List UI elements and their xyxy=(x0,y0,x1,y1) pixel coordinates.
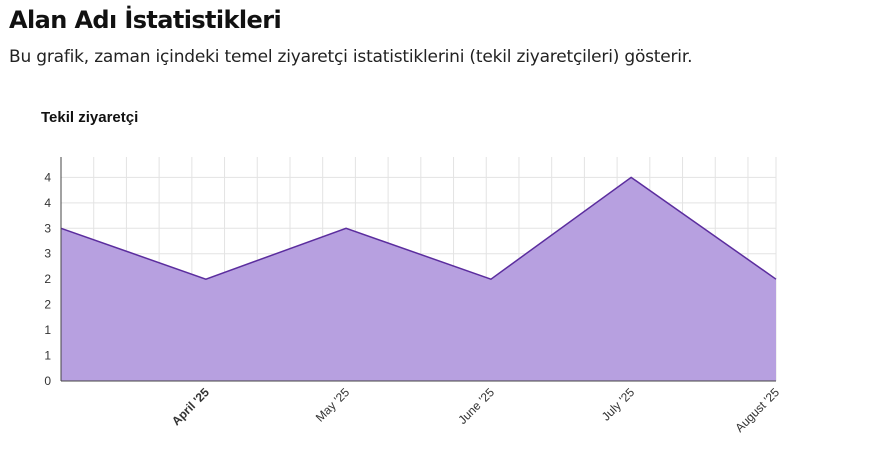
y-tick-label: 3 xyxy=(44,221,51,235)
y-tick-label: 2 xyxy=(44,272,51,286)
series-area xyxy=(61,177,776,381)
y-tick-labels: 0 1 1 2 2 3 3 4 4 xyxy=(44,170,51,388)
page-description: Bu grafik, zaman içindeki temel ziyaretç… xyxy=(9,47,693,67)
y-tick-label: 1 xyxy=(44,349,51,363)
x-tick-labels: April '25 May '25 June '25 July '25 August '… xyxy=(169,385,782,435)
series-line xyxy=(60,176,777,281)
axes xyxy=(60,157,776,382)
x-tick-label: August '25 xyxy=(732,385,782,435)
x-tick-label: June '25 xyxy=(455,385,497,427)
y-tick-label: 1 xyxy=(44,323,51,337)
x-tick-label: July '25 xyxy=(599,385,638,424)
chart-title: Tekil ziyaretçi xyxy=(41,109,139,126)
x-tick-label: April '25 xyxy=(169,385,212,428)
x-tick-label: May '25 xyxy=(313,385,353,425)
y-tick-label: 4 xyxy=(44,170,51,184)
y-tick-label: 3 xyxy=(44,247,51,261)
y-tick-label: 0 xyxy=(44,374,51,388)
y-tick-label: 2 xyxy=(44,298,51,312)
series-layer xyxy=(60,176,777,381)
page-title: Alan Adı İstatistikleri xyxy=(9,6,282,34)
y-tick-label: 4 xyxy=(44,196,51,210)
